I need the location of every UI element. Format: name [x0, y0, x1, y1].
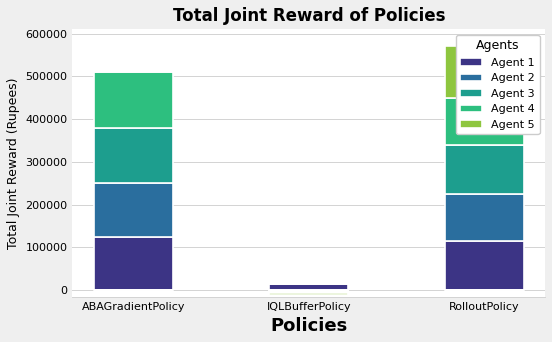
Legend: Agent 1, Agent 2, Agent 3, Agent 4, Agent 5: Agent 1, Agent 2, Agent 3, Agent 4, Agen…: [456, 35, 539, 134]
Bar: [94, 72, 173, 128]
Bar: [269, 290, 348, 291]
Bar: [445, 47, 524, 98]
Bar: [269, 292, 348, 293]
Bar: [94, 128, 173, 183]
Y-axis label: Total Joint Reward (Rupees): Total Joint Reward (Rupees): [7, 77, 20, 249]
X-axis label: Policies: Policies: [270, 317, 347, 335]
Bar: [269, 284, 348, 290]
Bar: [269, 293, 348, 295]
Title: Total Joint Reward of Policies: Total Joint Reward of Policies: [173, 7, 445, 25]
Bar: [269, 291, 348, 292]
Bar: [445, 98, 524, 145]
Bar: [445, 145, 524, 194]
Bar: [94, 183, 173, 237]
Bar: [94, 237, 173, 290]
Bar: [445, 194, 524, 241]
Bar: [445, 241, 524, 290]
